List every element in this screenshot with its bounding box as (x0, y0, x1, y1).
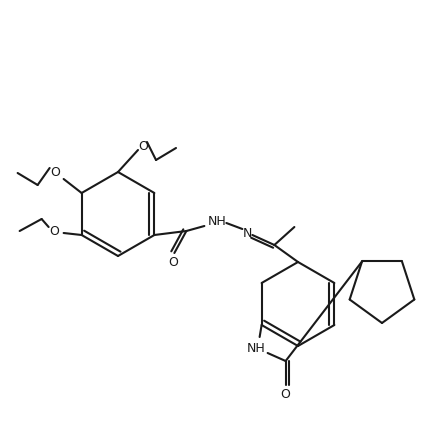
Text: O: O (138, 140, 148, 153)
Text: O: O (50, 225, 60, 238)
Text: O: O (168, 256, 178, 269)
Text: N: N (242, 227, 252, 240)
Text: NH: NH (208, 215, 227, 228)
Text: O: O (51, 166, 61, 179)
Text: O: O (281, 388, 291, 400)
Text: NH: NH (246, 342, 265, 355)
